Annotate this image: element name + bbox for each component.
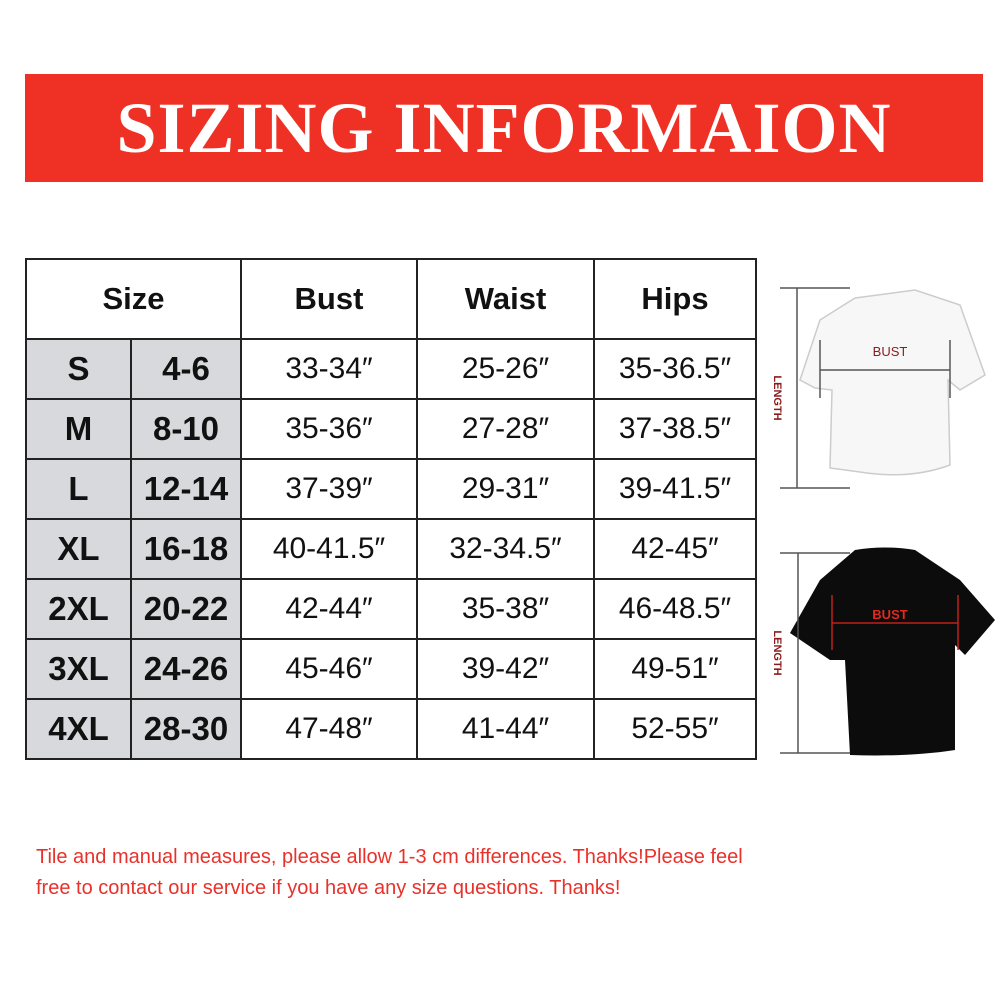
- black-shirt-shape: [790, 547, 995, 756]
- header-size: Size: [25, 258, 242, 340]
- us-size-cell: 20-22: [130, 578, 242, 640]
- bust-cell: 45-46″: [240, 638, 418, 700]
- hips-cell: 46-48.5″: [593, 578, 757, 640]
- us-size-cell: 12-14: [130, 458, 242, 520]
- us-size-cell: 28-30: [130, 698, 242, 760]
- black-length-label: LENGTH: [771, 630, 783, 675]
- white-shirt-diagram: BUST LENGTH: [771, 287, 986, 489]
- waist-cell: 39-42″: [416, 638, 595, 700]
- black-bust-label: BUST: [872, 607, 907, 622]
- page-title: SIZING INFORMAION: [116, 87, 892, 168]
- table-row: XL 16-18 40-41.5″ 32-34.5″ 42-45″: [25, 518, 757, 580]
- size-cell: 3XL: [25, 638, 132, 700]
- size-cell: L: [25, 458, 132, 520]
- table-row: L 12-14 37-39″ 29-31″ 39-41.5″: [25, 458, 757, 520]
- size-cell: 4XL: [25, 698, 132, 760]
- table-row: 3XL 24-26 45-46″ 39-42″ 49-51″: [25, 638, 757, 700]
- bust-cell: 42-44″: [240, 578, 418, 640]
- bust-cell: 47-48″: [240, 698, 418, 760]
- waist-cell: 27-28″: [416, 398, 595, 460]
- hips-cell: 39-41.5″: [593, 458, 757, 520]
- table-row: 2XL 20-22 42-44″ 35-38″ 46-48.5″: [25, 578, 757, 640]
- us-size-cell: 16-18: [130, 518, 242, 580]
- disclaimer-note: Tile and manual measures, please allow 1…: [36, 842, 936, 904]
- bust-cell: 40-41.5″: [240, 518, 418, 580]
- waist-cell: 25-26″: [416, 338, 595, 400]
- waist-cell: 32-34.5″: [416, 518, 595, 580]
- us-size-cell: 8-10: [130, 398, 242, 460]
- size-cell: XL: [25, 518, 132, 580]
- table-row: 4XL 28-30 47-48″ 41-44″ 52-55″: [25, 698, 757, 760]
- size-cell: M: [25, 398, 132, 460]
- us-size-cell: 4-6: [130, 338, 242, 400]
- white-shirt-shape: [799, 289, 986, 476]
- header-waist: Waist: [416, 258, 595, 340]
- size-table: Size Bust Waist Hips S 4-6 33-34″ 25-26″ 35-…: [25, 258, 757, 760]
- waist-cell: 29-31″: [416, 458, 595, 520]
- table-row: S 4-6 33-34″ 25-26″ 35-36.5″: [25, 338, 757, 400]
- size-cell: S: [25, 338, 132, 400]
- size-cell: 2XL: [25, 578, 132, 640]
- bust-cell: 35-36″: [240, 398, 418, 460]
- bust-cell: 37-39″: [240, 458, 418, 520]
- bust-cell: 33-34″: [240, 338, 418, 400]
- hips-cell: 37-38.5″: [593, 398, 757, 460]
- waist-cell: 35-38″: [416, 578, 595, 640]
- white-bust-label: BUST: [873, 344, 908, 359]
- hips-cell: 35-36.5″: [593, 338, 757, 400]
- header-hips: Hips: [593, 258, 757, 340]
- header-bust: Bust: [240, 258, 418, 340]
- hips-cell: 42-45″: [593, 518, 757, 580]
- white-length-label: LENGTH: [771, 375, 783, 420]
- table-row: M 8-10 35-36″ 27-28″ 37-38.5″: [25, 398, 757, 460]
- waist-cell: 41-44″: [416, 698, 595, 760]
- us-size-cell: 24-26: [130, 638, 242, 700]
- note-line-1: Tile and manual measures, please allow 1…: [36, 846, 743, 868]
- note-line-2: free to contact our service if you have …: [36, 877, 621, 899]
- hips-cell: 49-51″: [593, 638, 757, 700]
- title-banner: SIZING INFORMAION: [25, 74, 983, 182]
- black-shirt-diagram: BUST LENGTH: [771, 547, 995, 756]
- hips-cell: 52-55″: [593, 698, 757, 760]
